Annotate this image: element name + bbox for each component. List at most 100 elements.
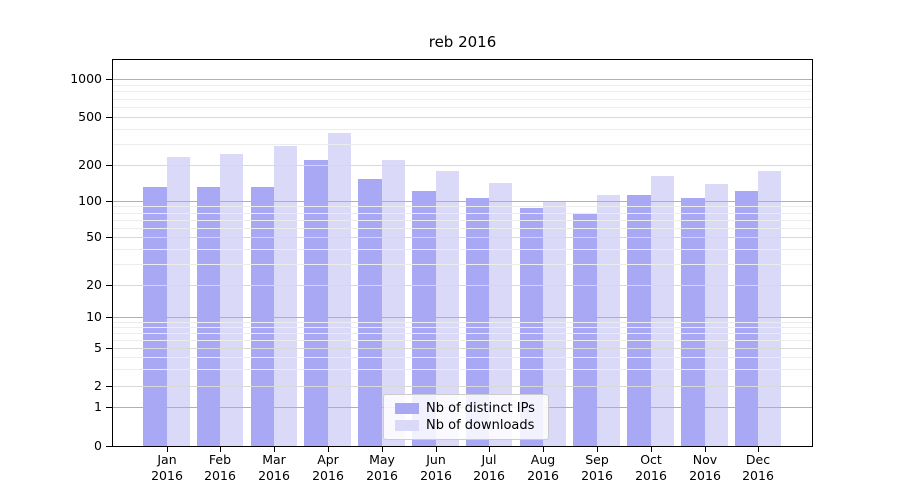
bar-downloads-jun xyxy=(435,171,459,446)
minor-gridline xyxy=(113,99,812,100)
legend-item-downloads: Nb of downloads xyxy=(395,417,538,434)
y-axis-tick xyxy=(106,117,112,118)
x-axis-tick xyxy=(489,447,490,452)
bar-downloads-apr xyxy=(327,132,351,446)
bar-downloads-sep xyxy=(596,194,620,446)
major-gridline xyxy=(113,317,812,318)
minor-gridline xyxy=(113,264,812,265)
legend-swatch-downloads-icon xyxy=(395,420,419,431)
x-axis-label-nov: Nov 2016 xyxy=(689,452,721,483)
y-axis-label: 20 xyxy=(86,277,102,292)
y-axis-tick xyxy=(106,237,112,238)
sub-gridline xyxy=(113,237,812,238)
minor-gridline xyxy=(113,322,812,323)
bar-distinct-ips-feb xyxy=(196,186,221,446)
y-axis-label: 5 xyxy=(94,340,102,355)
x-axis-label-may: May 2016 xyxy=(366,452,398,483)
y-axis-tick xyxy=(106,79,112,80)
x-axis-label-oct: Oct 2016 xyxy=(635,452,667,483)
x-axis-tick xyxy=(328,447,329,452)
major-gridline xyxy=(113,79,812,80)
y-axis-label: 1000 xyxy=(70,71,102,86)
x-axis-label-apr: Apr 2016 xyxy=(312,452,344,483)
chart-title: reb 2016 xyxy=(428,33,497,51)
gridlines-layer xyxy=(113,60,812,446)
sub-gridline xyxy=(113,117,812,118)
x-axis-tick xyxy=(436,447,437,452)
minor-gridline xyxy=(113,340,812,341)
y-axis-tick xyxy=(106,407,112,408)
minor-gridline xyxy=(113,91,812,92)
bar-distinct-ips-jun xyxy=(412,190,436,446)
bar-distinct-ips-oct xyxy=(627,195,651,446)
minor-gridline xyxy=(113,85,812,86)
bar-distinct-ips-may xyxy=(358,178,382,446)
x-axis-tick xyxy=(705,447,706,452)
y-axis-tick xyxy=(106,317,112,318)
sub-gridline xyxy=(113,285,812,286)
x-axis-label-mar: Mar 2016 xyxy=(258,452,290,483)
minor-gridline xyxy=(113,369,812,370)
y-axis-label: 1 xyxy=(94,399,102,414)
y-axis-tick xyxy=(106,201,112,202)
sub-gridline xyxy=(113,165,812,166)
minor-gridline xyxy=(113,357,812,358)
minor-gridline xyxy=(113,144,812,145)
y-axis-label: 10 xyxy=(86,309,102,324)
legend: Nb of distinct IPs Nb of downloads xyxy=(383,394,549,440)
x-axis-label-aug: Aug 2016 xyxy=(527,452,559,483)
y-axis-label: 2 xyxy=(94,378,102,393)
x-axis-tick xyxy=(543,447,544,452)
major-gridline xyxy=(113,201,812,202)
x-axis-tick xyxy=(220,447,221,452)
minor-gridline xyxy=(113,333,812,334)
y-axis-tick xyxy=(106,446,112,447)
x-axis-label-dec: Dec 2016 xyxy=(742,452,774,483)
legend-label-downloads: Nb of downloads xyxy=(426,418,535,433)
x-axis-tick xyxy=(651,447,652,452)
bar-distinct-ips-dec xyxy=(734,190,759,446)
y-axis-tick xyxy=(106,165,112,166)
minor-gridline xyxy=(113,228,812,229)
y-axis-tick xyxy=(106,348,112,349)
y-axis-label: 500 xyxy=(78,109,102,124)
bar-distinct-ips-jul xyxy=(465,197,490,446)
bar-distinct-ips-sep xyxy=(573,213,597,446)
bar-distinct-ips-nov xyxy=(681,197,705,446)
y-axis-tick xyxy=(106,285,112,286)
legend-item-distinct-ips: Nb of distinct IPs xyxy=(395,400,538,417)
bar-downloads-dec xyxy=(758,171,782,446)
bar-distinct-ips-apr xyxy=(304,160,328,446)
minor-gridline xyxy=(113,206,812,207)
y-axis-tick xyxy=(106,386,112,387)
y-axis-label: 0 xyxy=(94,438,102,453)
x-axis-label-feb: Feb 2016 xyxy=(204,452,236,483)
minor-gridline xyxy=(113,213,812,214)
bar-downloads-may xyxy=(381,160,405,446)
minor-gridline xyxy=(113,327,812,328)
x-axis-label-jun: Jun 2016 xyxy=(420,452,452,483)
minor-gridline xyxy=(113,107,812,108)
x-axis-label-jul: Jul 2016 xyxy=(473,452,505,483)
bar-distinct-ips-mar xyxy=(250,186,275,446)
x-axis-tick xyxy=(597,447,598,452)
sub-gridline xyxy=(113,348,812,349)
bar-downloads-jan xyxy=(166,157,190,446)
legend-swatch-distinct-ips-icon xyxy=(395,403,419,414)
bar-downloads-oct xyxy=(650,176,674,446)
y-axis-label: 200 xyxy=(78,157,102,172)
y-axis-label: 100 xyxy=(78,193,102,208)
bar-downloads-aug xyxy=(543,201,567,446)
legend-label-distinct-ips: Nb of distinct IPs xyxy=(426,401,535,416)
sub-gridline xyxy=(113,386,812,387)
bar-distinct-ips-jan xyxy=(143,187,167,446)
bar-downloads-feb xyxy=(220,154,244,446)
minor-gridline xyxy=(113,220,812,221)
x-axis-tick xyxy=(758,447,759,452)
x-axis-label-sep: Sep 2016 xyxy=(581,452,613,483)
x-axis-tick xyxy=(382,447,383,452)
bars-layer xyxy=(113,60,812,446)
x-axis-label-jan: Jan 2016 xyxy=(151,452,183,483)
bar-downloads-jul xyxy=(489,182,513,446)
